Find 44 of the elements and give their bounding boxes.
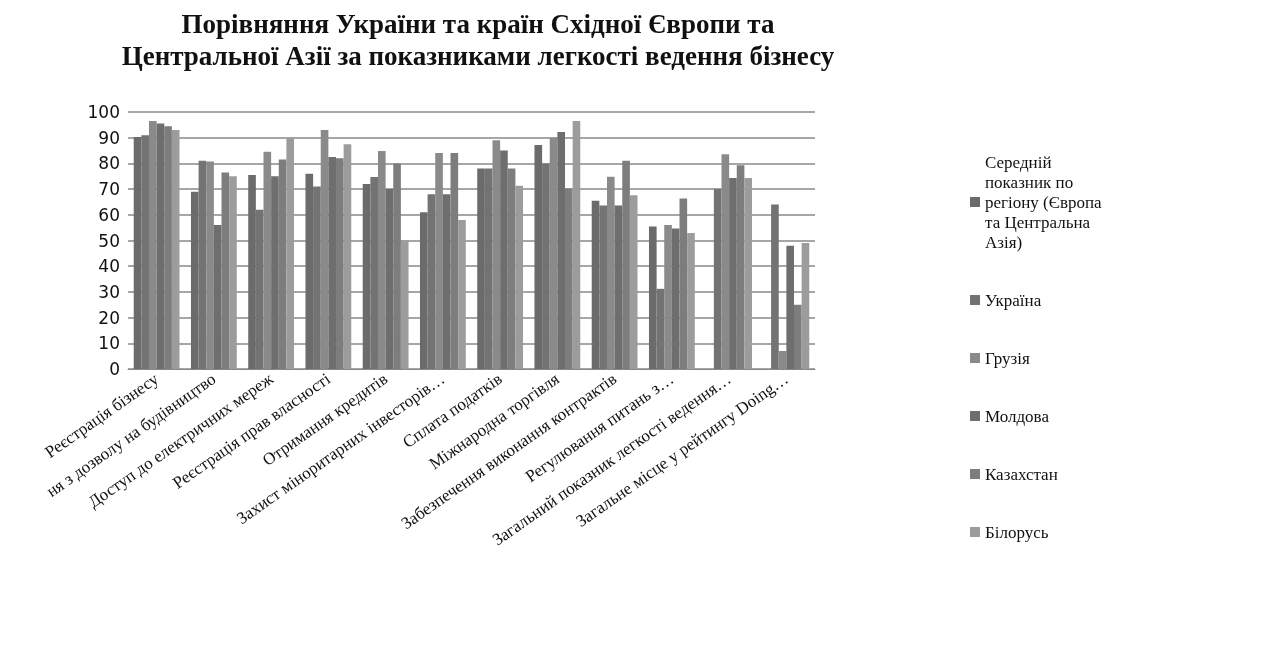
y-tick-label: 60 (98, 204, 120, 225)
y-tick-label: 80 (98, 153, 120, 174)
bar (515, 185, 524, 369)
bar (744, 178, 753, 369)
legend-label: Середній показник по регіону (Європа та Центральна Азія) (985, 152, 1106, 252)
bar (271, 176, 279, 369)
bar (671, 228, 680, 369)
bar (786, 245, 795, 369)
bar (729, 178, 737, 369)
legend-label: Україна (985, 290, 1042, 310)
y-tick-label: 50 (98, 230, 120, 251)
y-tick-label: 40 (98, 256, 120, 277)
y-tick-label: 0 (109, 359, 120, 379)
bar (713, 189, 722, 369)
bar (385, 189, 394, 369)
bar (771, 204, 779, 369)
bar (458, 219, 466, 369)
bar (629, 195, 638, 369)
legend-label: Молдова (985, 406, 1050, 426)
legend-label: Білорусь (985, 522, 1049, 542)
bar (171, 129, 180, 369)
bar (614, 205, 623, 369)
y-tick-label: 10 (98, 333, 120, 354)
legend-label: Казахстан (985, 464, 1058, 484)
bar (286, 137, 295, 369)
bar (328, 156, 337, 369)
y-tick-label: 100 (87, 102, 120, 122)
bar (229, 176, 237, 369)
bar (801, 243, 810, 369)
bar (400, 240, 409, 369)
bar (156, 123, 165, 369)
bar (213, 225, 222, 369)
y-tick-label: 30 (98, 281, 120, 302)
bar (442, 194, 451, 369)
bar (500, 150, 508, 369)
bar (687, 233, 695, 369)
bar (557, 132, 566, 369)
y-tick-label: 20 (98, 307, 120, 328)
y-tick-label: 70 (98, 179, 120, 200)
chart-title: Порівняння України та країн Східної Європи та Центральної Азії за показниками легкості ведення бізнесу (120, 8, 836, 72)
bar (572, 121, 581, 369)
y-tick-label: 90 (98, 127, 120, 148)
bar (343, 144, 352, 369)
legend-label: Грузія (985, 348, 1030, 368)
